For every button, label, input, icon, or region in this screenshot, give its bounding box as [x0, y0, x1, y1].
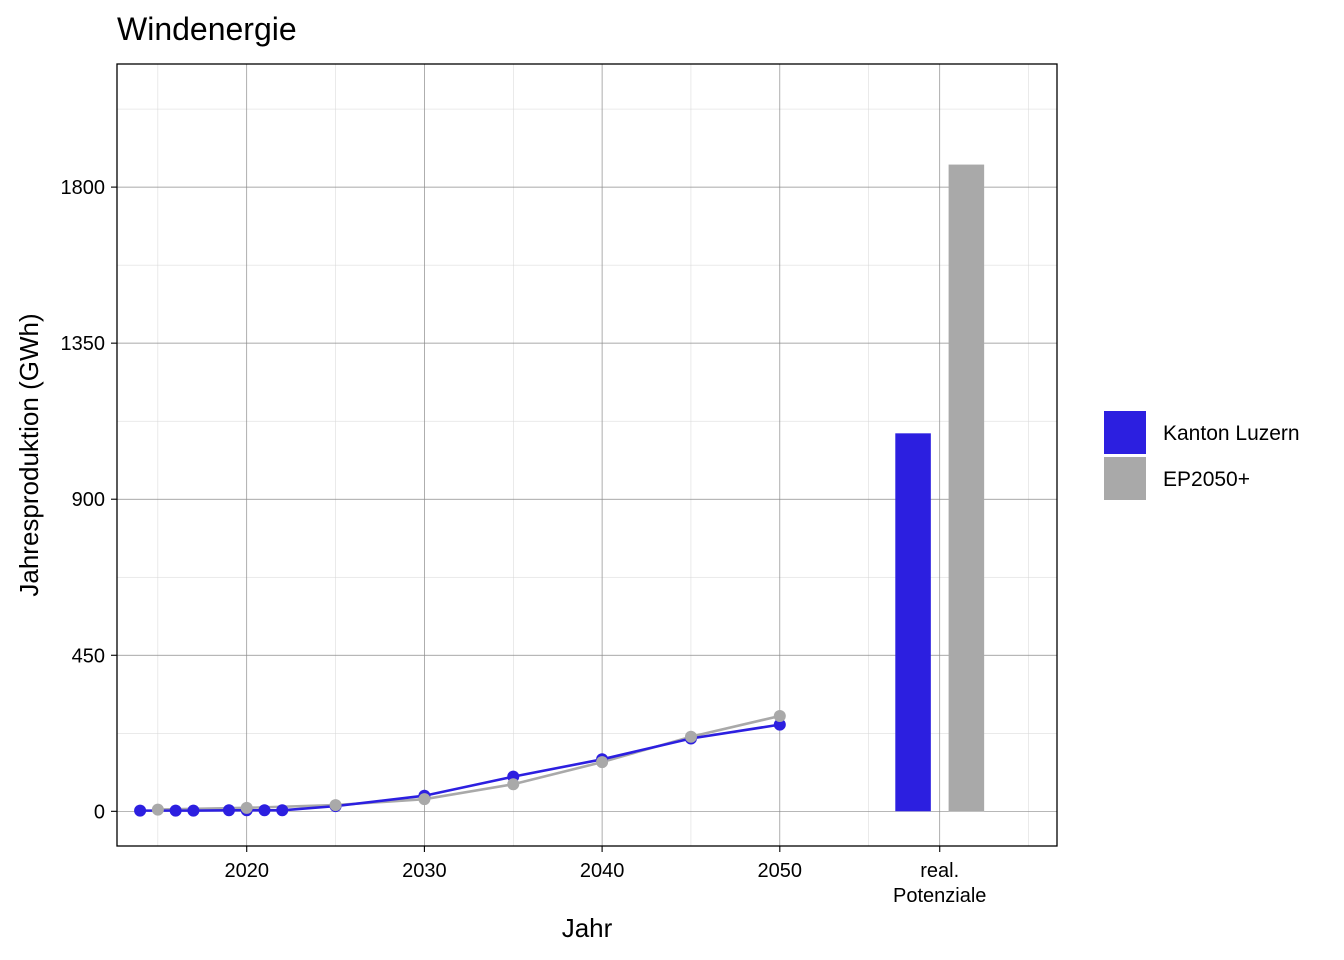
x-tick-label: 2050 [758, 860, 803, 882]
x-tick-label: 2030 [402, 860, 447, 882]
y-axis: 0 450 900 1350 1800 [61, 177, 117, 823]
data-point-kanton-luzern [187, 804, 200, 817]
y-tick-label: 1350 [61, 333, 106, 355]
legend-key-ep2050 [1104, 457, 1146, 500]
series-lines [140, 714, 781, 812]
data-point-ep2050 [240, 801, 253, 814]
y-tick-label: 0 [94, 801, 105, 823]
y-tick-label: 1800 [61, 177, 106, 199]
legend-label: Kanton Luzern [1163, 422, 1300, 445]
series-points [134, 709, 786, 817]
x-category-tick-label: real. [920, 860, 959, 882]
data-point-kanton-luzern [222, 804, 235, 817]
x-tick-label: 2040 [580, 860, 625, 882]
legend-key-kanton-luzern [1104, 411, 1146, 454]
y-tick-label: 900 [72, 489, 105, 511]
x-axis-title: Jahr [562, 913, 613, 943]
potential-bar-kanton-luzern [895, 433, 931, 812]
potential-bar-ep2050 [948, 164, 985, 812]
data-point-kanton-luzern [276, 804, 289, 817]
data-point-ep2050 [418, 793, 431, 806]
x-axis: 2020 2030 2040 2050 real. Potenziale [224, 846, 986, 907]
data-point-ep2050 [151, 803, 164, 816]
legend: Kanton Luzern EP2050+ [1104, 411, 1300, 500]
data-point-kanton-luzern [258, 804, 271, 817]
data-point-ep2050 [507, 778, 520, 791]
y-axis-title: Jahresproduktion (GWh) [14, 313, 44, 596]
potential-bars [895, 164, 985, 812]
legend-label: EP2050+ [1163, 468, 1250, 491]
x-tick-label: 2020 [224, 860, 269, 882]
minor-gridlines [117, 64, 1057, 846]
plot-panel-border [116, 63, 1058, 847]
series-line-ep2050 [157, 714, 781, 811]
data-point-ep2050 [684, 730, 697, 743]
data-point-kanton-luzern [134, 804, 147, 817]
chart-title: Windenergie [117, 11, 297, 47]
data-point-ep2050 [596, 756, 609, 769]
x-category-tick-label: Potenziale [893, 885, 986, 907]
y-tick-label: 450 [72, 645, 105, 667]
data-point-ep2050 [773, 709, 786, 722]
data-point-kanton-luzern [773, 718, 786, 731]
data-point-ep2050 [329, 799, 342, 812]
data-point-kanton-luzern [169, 804, 182, 817]
